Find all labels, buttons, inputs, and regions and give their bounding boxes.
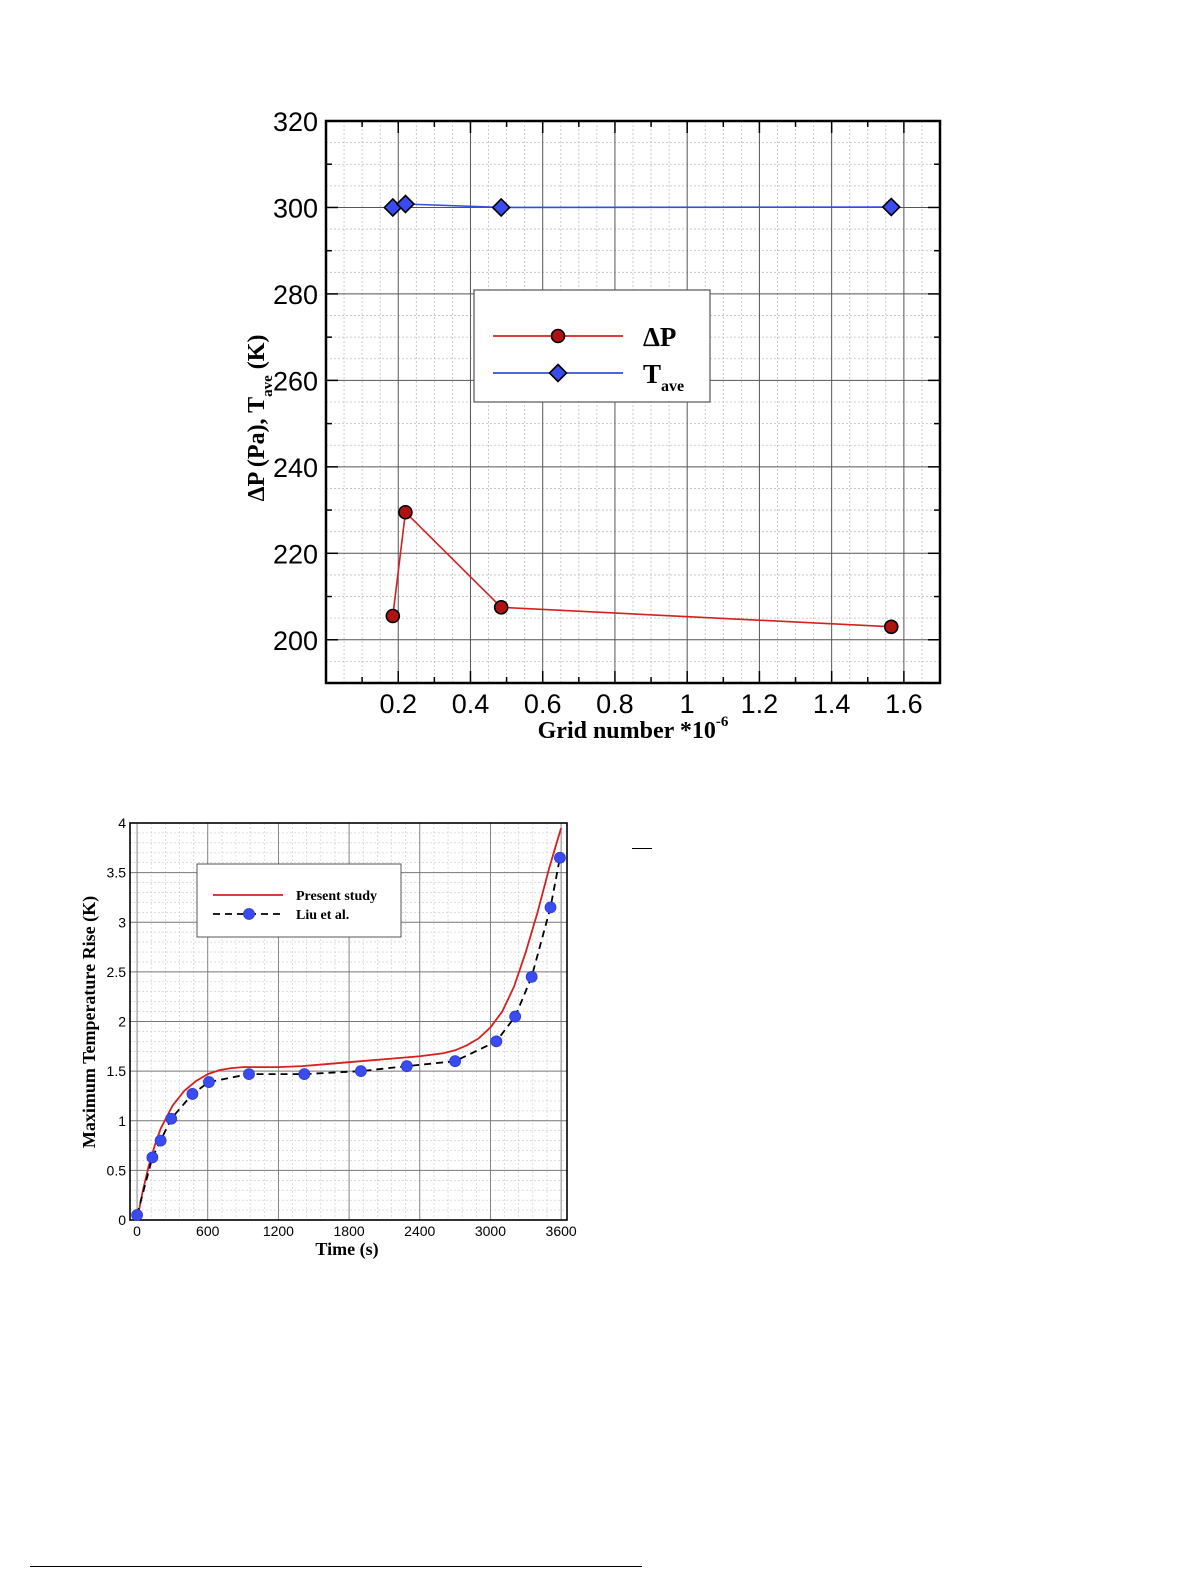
x-tick-label: 1200 xyxy=(263,1223,294,1239)
x-tick-label: 1.2 xyxy=(741,689,779,719)
tick-marks xyxy=(326,120,941,684)
legend-label: Liu et al. xyxy=(296,908,349,923)
y-tick-label: 3.5 xyxy=(107,865,127,881)
y-axis-label: Maximum Temperature Rise (K) xyxy=(79,896,100,1148)
x-tick-label: 2400 xyxy=(404,1223,435,1239)
overline-mark xyxy=(632,848,652,849)
x-axis-label: Time (s) xyxy=(315,1239,378,1260)
y-tick-label: 220 xyxy=(273,539,318,569)
y-tick-label: 280 xyxy=(273,280,318,310)
data-point-liu xyxy=(186,1088,199,1100)
x-tick-label: 3000 xyxy=(475,1223,506,1239)
legend-marker xyxy=(243,908,255,920)
y-axis-label: ΔP (Pa), Tave (K) xyxy=(244,335,276,502)
y-tick-label: 260 xyxy=(273,366,318,396)
x-tick-label: 0.6 xyxy=(524,689,562,719)
data-point-tave xyxy=(491,197,511,218)
data-point-liu xyxy=(400,1060,413,1073)
x-tick-label: 1800 xyxy=(334,1223,365,1239)
y-tick-label: 300 xyxy=(273,193,318,223)
data-point-dp xyxy=(398,504,413,520)
data-point-liu xyxy=(203,1076,215,1088)
y-tick-label: 320 xyxy=(273,107,318,137)
legend-box xyxy=(473,289,711,403)
y-tick-label: 2.5 xyxy=(107,964,127,980)
y-tick-label: 4 xyxy=(118,815,126,831)
x-axis-label-sup: -6 xyxy=(716,714,729,730)
data-point-dp xyxy=(883,619,899,635)
plot-frame xyxy=(129,822,568,1221)
data-point-liu xyxy=(354,1065,367,1078)
y-tick-label: 240 xyxy=(273,453,318,483)
data-point-tave xyxy=(881,197,901,217)
legend-marker xyxy=(548,363,568,383)
x-tick-label: 0.8 xyxy=(596,689,634,719)
data-point-dp xyxy=(493,600,509,615)
data-point-liu xyxy=(165,1112,178,1125)
x-tick-label: 1.6 xyxy=(885,689,923,719)
data-point-tave xyxy=(395,194,416,214)
y-tick-label: 1.5 xyxy=(107,1063,127,1079)
grid-independence-chart: 0.2 0.4 0.6 0.8 1 1.2 1.4 1.6 200 220 240 260 280 300… xyxy=(244,107,942,744)
x-tick-label: 1.4 xyxy=(813,689,851,719)
footnote-separator xyxy=(30,1566,642,1567)
data-point-liu xyxy=(509,1010,522,1023)
y-tick-label: 0 xyxy=(118,1212,126,1228)
data-point-liu xyxy=(298,1068,311,1081)
plot-frame xyxy=(324,119,942,685)
validation-chart: 0 600 1200 1800 2400 3000 3600 0 0.5 1 1.5 2 2.5 3 3.5… xyxy=(79,815,577,1260)
x-tick-label: 0.4 xyxy=(452,689,490,719)
y-axis-label-sub: ave xyxy=(260,375,276,397)
data-point-liu xyxy=(525,970,538,983)
x-tick-label: 600 xyxy=(196,1223,220,1239)
data-point-liu xyxy=(243,1068,255,1081)
x-tick-label: 0.2 xyxy=(379,689,417,719)
data-point-liu xyxy=(146,1151,159,1164)
data-point-liu xyxy=(490,1035,503,1048)
series-line-1 xyxy=(392,203,892,209)
y-axis-label-part: (K) xyxy=(244,335,270,376)
series-line-1 xyxy=(136,857,561,1216)
y-tick-label: 1 xyxy=(118,1113,126,1129)
y-tick-label: 200 xyxy=(273,626,318,656)
x-tick-label: 1 xyxy=(680,689,695,719)
x-tick-label: 0 xyxy=(133,1223,141,1239)
legend: Present study Liu et al. xyxy=(196,863,402,938)
legend-label: ΔP xyxy=(643,322,676,352)
data-point-liu xyxy=(554,851,566,864)
y-tick-label: 0.5 xyxy=(107,1162,127,1178)
y-tick-label: 3 xyxy=(118,914,126,930)
x-axis-label: Grid number *10-6 xyxy=(538,714,729,744)
data-point-liu xyxy=(544,901,557,914)
data-point-liu xyxy=(131,1209,143,1221)
series-line-0 xyxy=(136,827,562,1221)
y-tick-label: 2 xyxy=(118,1014,126,1030)
legend-marker xyxy=(550,328,566,344)
x-tick-label: 3600 xyxy=(546,1223,577,1239)
legend-label-sub: ave xyxy=(661,378,684,395)
data-point-liu xyxy=(154,1134,167,1147)
data-point-liu xyxy=(449,1055,461,1068)
legend-box xyxy=(196,863,402,938)
data-point-dp xyxy=(385,608,401,624)
series-line-0 xyxy=(392,510,892,628)
legend-label: Present study xyxy=(296,889,377,904)
y-axis-label-part: ΔP (Pa), T xyxy=(244,397,270,502)
